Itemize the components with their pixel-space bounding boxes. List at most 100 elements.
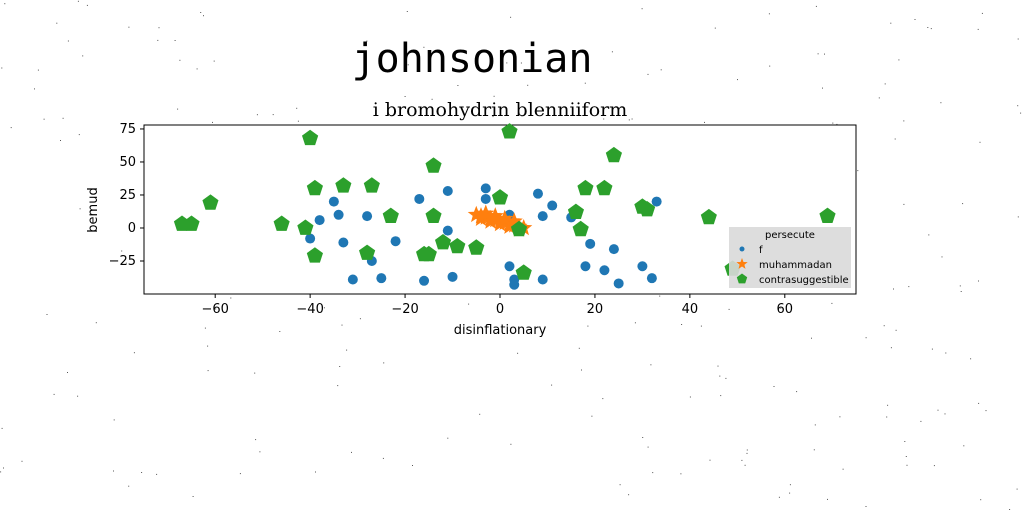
noise-dot bbox=[905, 456, 907, 457]
noise-dot bbox=[78, 134, 80, 136]
data-point bbox=[605, 146, 622, 163]
noise-dot bbox=[431, 98, 433, 100]
data-point bbox=[510, 220, 528, 237]
noise-dot bbox=[839, 416, 841, 418]
noise-dot bbox=[832, 122, 834, 124]
figure-suptitle: johnsonian bbox=[352, 36, 593, 82]
noise-dot bbox=[886, 416, 888, 418]
noise-dot bbox=[814, 424, 816, 426]
noise-dot bbox=[4, 3, 6, 5]
data-point bbox=[302, 129, 319, 146]
noise-dot bbox=[215, 308, 217, 310]
noise-dot bbox=[865, 337, 867, 339]
noise-dot bbox=[659, 295, 661, 297]
data-point bbox=[486, 207, 504, 224]
data-point bbox=[646, 273, 657, 284]
data-point bbox=[419, 275, 430, 286]
noise-dot bbox=[551, 384, 553, 386]
x-axis-label: disinflationary bbox=[454, 323, 547, 338]
noise-dot bbox=[382, 457, 384, 459]
data-point bbox=[376, 273, 387, 284]
data-point bbox=[442, 225, 453, 236]
data-point bbox=[537, 211, 548, 222]
data-point bbox=[515, 264, 532, 280]
data-point bbox=[468, 239, 485, 255]
data-point bbox=[491, 215, 509, 232]
noise-dot bbox=[778, 496, 780, 498]
noise-dot bbox=[492, 116, 494, 118]
x-tick-label: 20 bbox=[587, 302, 604, 317]
data-point bbox=[537, 274, 548, 285]
noise-dot bbox=[527, 84, 529, 86]
data-point bbox=[500, 217, 519, 234]
noise-dot bbox=[789, 484, 791, 486]
noise-dot bbox=[906, 464, 908, 466]
noise-dot bbox=[963, 445, 965, 447]
noise-dot bbox=[903, 203, 905, 205]
noise-dot bbox=[789, 492, 791, 494]
noise-dot bbox=[230, 297, 232, 299]
noise-dot bbox=[827, 498, 828, 500]
noise-dot bbox=[255, 439, 257, 441]
noise-dot bbox=[158, 27, 160, 29]
noise-dot bbox=[773, 386, 775, 387]
noise-dot bbox=[1009, 509, 1011, 510]
noise-dot bbox=[602, 398, 604, 400]
noise-dot bbox=[641, 8, 643, 10]
noise-dot bbox=[423, 46, 425, 48]
x-tick-label: −20 bbox=[391, 302, 418, 317]
noise-dot bbox=[259, 451, 261, 453]
data-point bbox=[567, 203, 584, 219]
noise-dot bbox=[256, 114, 258, 116]
noise-dot bbox=[689, 396, 691, 398]
x-tick-label: 40 bbox=[682, 302, 699, 317]
noise-dot bbox=[903, 120, 905, 122]
noise-dot bbox=[895, 329, 897, 331]
noise-dot bbox=[652, 472, 654, 474]
noise-dot bbox=[768, 13, 770, 15]
noise-dot bbox=[883, 325, 885, 327]
data-point bbox=[362, 211, 373, 222]
noise-dot bbox=[920, 420, 922, 422]
noise-dot bbox=[1, 67, 3, 69]
noise-dot bbox=[980, 499, 982, 501]
noise-dot bbox=[959, 285, 961, 287]
noise-dot bbox=[46, 314, 48, 315]
noise-dot bbox=[1017, 105, 1019, 107]
noise-dot bbox=[720, 395, 722, 397]
data-point bbox=[480, 183, 491, 194]
noise-dot bbox=[704, 121, 705, 123]
y-tick-label: 75 bbox=[119, 122, 136, 137]
noise-dot bbox=[746, 452, 748, 454]
noise-dot bbox=[813, 449, 815, 451]
x-tick-label: −60 bbox=[201, 302, 228, 317]
noise-dot bbox=[940, 102, 942, 104]
legend-entries: f muhammadan contrasuggestible bbox=[736, 245, 849, 286]
noise-dot bbox=[719, 375, 721, 377]
noise-dot bbox=[642, 437, 644, 438]
y-tick-label: 50 bbox=[119, 155, 136, 170]
noise-dot bbox=[113, 470, 114, 472]
data-point bbox=[202, 194, 219, 210]
noise-dot bbox=[212, 121, 213, 123]
noise-dot bbox=[0, 471, 2, 473]
noise-dot bbox=[113, 419, 115, 421]
noise-dot bbox=[914, 19, 916, 20]
x-tick-label: 60 bbox=[777, 302, 794, 317]
data-point bbox=[306, 247, 323, 263]
noise-dot bbox=[928, 234, 930, 236]
noise-dot bbox=[681, 324, 683, 325]
noise-dot bbox=[894, 138, 896, 140]
noise-dot bbox=[468, 303, 470, 305]
noise-dot bbox=[970, 358, 972, 360]
noise-dot bbox=[196, 68, 198, 70]
data-point bbox=[347, 274, 358, 285]
noise-dot bbox=[780, 307, 782, 309]
noise-dot bbox=[890, 347, 892, 349]
noise-dot bbox=[815, 5, 817, 7]
noise-dot bbox=[366, 40, 368, 42]
data-point bbox=[382, 207, 399, 223]
data-point bbox=[420, 245, 437, 262]
noise-dot bbox=[203, 15, 204, 17]
